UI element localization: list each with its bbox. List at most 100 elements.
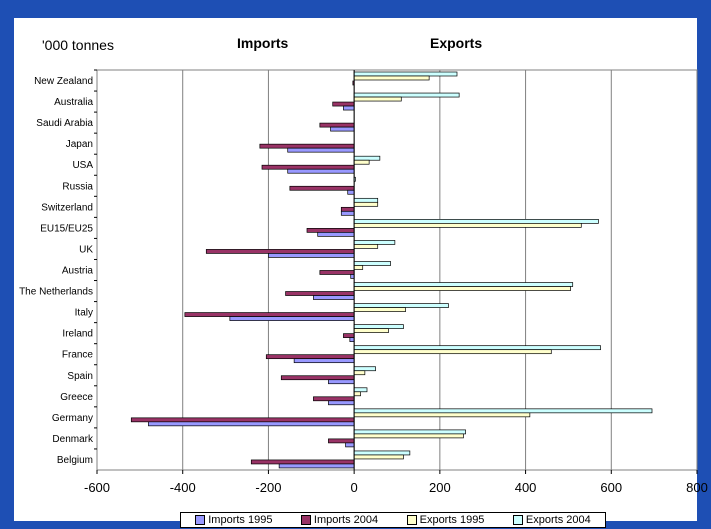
- bar-imports-1995: [287, 168, 355, 174]
- bar-exports-2004: [353, 324, 404, 329]
- category-label: Austria: [62, 266, 94, 277]
- category-label: Italy: [75, 308, 93, 319]
- x-tick-label: -200: [255, 480, 281, 495]
- category-label: Australia: [54, 97, 93, 108]
- category-label: Denmark: [52, 434, 94, 445]
- bar-exports-1995: [353, 265, 364, 270]
- exports-heading: Exports: [430, 35, 483, 51]
- category-label: Belgium: [57, 455, 93, 466]
- x-tick-label: -600: [84, 480, 110, 495]
- bar-imports-2004: [306, 228, 355, 233]
- category-label: UK: [79, 244, 93, 255]
- legend-label-exports-2004: Exports 2004: [525, 514, 591, 526]
- category-label: France: [62, 350, 94, 361]
- bar-imports-1995: [287, 147, 355, 153]
- x-tick-label: 0: [351, 480, 358, 495]
- bar-exports-1995: [353, 328, 389, 333]
- bar-imports-2004: [184, 312, 355, 317]
- bar-exports-1995: [353, 159, 370, 165]
- category-label: New Zealand: [34, 76, 93, 87]
- plot-border: [96, 69, 698, 471]
- bar-exports-2004: [353, 366, 376, 372]
- x-tick-label: 800: [686, 480, 708, 495]
- imports-heading: Imports: [237, 35, 289, 51]
- bar-imports-1995: [317, 232, 355, 237]
- bar-imports-2004: [285, 291, 355, 296]
- category-label: Spain: [67, 371, 93, 382]
- bar-imports-2004: [319, 122, 355, 128]
- legend-label-imports-1995: Imports 1995: [208, 514, 273, 526]
- bar-exports-2004: [353, 155, 381, 161]
- bar-exports-1995: [353, 244, 379, 249]
- legend-swatch-imports-2004: [300, 515, 311, 525]
- bar-exports-2004: [353, 92, 460, 98]
- bar-exports-2004: [353, 197, 379, 203]
- bar-imports-1995: [278, 463, 355, 469]
- bar-imports-2004: [340, 206, 355, 212]
- bar-imports-2004: [319, 270, 355, 275]
- legend-item-imports-1995: Imports 1995: [195, 514, 272, 526]
- category-label: Japan: [66, 139, 93, 150]
- bar-imports-1995: [148, 421, 355, 427]
- bar-exports-1995: [353, 433, 464, 439]
- bar-imports-2004: [259, 143, 355, 149]
- bar-exports-2004: [353, 408, 653, 414]
- bar-imports-2004: [250, 459, 355, 465]
- bar-imports-1995: [330, 126, 355, 132]
- bar-imports-1995: [343, 105, 355, 111]
- category-label: Saudi Arabia: [36, 118, 93, 129]
- bar-imports-2004: [343, 333, 355, 338]
- bar-exports-1995: [353, 391, 361, 397]
- legend: Imports 1995 Imports 2004 Exports 1995 E…: [180, 512, 606, 528]
- bar-exports-1995: [353, 75, 430, 81]
- x-tick-label: 200: [429, 480, 451, 495]
- bar-imports-1995: [229, 316, 355, 321]
- category-label: USA: [72, 160, 93, 171]
- bar-exports-1995: [353, 349, 552, 355]
- legend-label-imports-2004: Imports 2004: [313, 514, 379, 526]
- bar-imports-1995: [340, 210, 355, 216]
- bar-imports-1995: [328, 400, 355, 406]
- bar-exports-2004: [353, 282, 574, 287]
- category-label: The Netherlands: [19, 287, 93, 298]
- category-label: Switzerland: [41, 202, 93, 213]
- bar-exports-1995: [353, 370, 366, 376]
- legend-item-imports-2004: Imports 2004: [300, 514, 379, 526]
- category-label: EU15/EU25: [40, 223, 93, 234]
- bar-exports-2004: [353, 219, 599, 224]
- legend-swatch-exports-2004: [512, 515, 523, 525]
- legend-swatch-exports-1995: [406, 515, 417, 525]
- bar-exports-1995: [353, 412, 531, 418]
- bar-exports-2004: [353, 303, 449, 308]
- bar-exports-1995: [353, 307, 406, 312]
- bar-imports-2004: [289, 185, 355, 191]
- legend-item-exports-2004: Exports 2004: [512, 514, 591, 526]
- category-label: Ireland: [62, 329, 93, 340]
- bar-exports-2004: [353, 450, 411, 456]
- legend-swatch-imports-1995: [195, 515, 206, 525]
- bar-exports-1995: [353, 223, 582, 228]
- x-tick-label: 600: [600, 480, 622, 495]
- bar-exports-2004: [353, 345, 601, 351]
- bar-exports-2004: [353, 429, 466, 435]
- bar-imports-2004: [130, 417, 355, 423]
- bar-imports-1995: [349, 337, 355, 342]
- bar-imports-1995: [293, 358, 355, 364]
- category-label: Russia: [62, 181, 93, 192]
- bar-exports-2004: [353, 240, 396, 245]
- bar-imports-2004: [332, 101, 355, 107]
- x-tick-label: 400: [515, 480, 537, 495]
- bar-exports-2004: [353, 387, 368, 393]
- bar-imports-1995: [345, 442, 355, 448]
- bar-imports-1995: [350, 274, 355, 279]
- bar-exports-1995: [353, 286, 571, 291]
- unit-label: '000 tonnes: [42, 37, 114, 53]
- bar-imports-1995: [347, 189, 355, 195]
- bar-imports-1995: [313, 295, 355, 300]
- bar-imports-1995: [268, 253, 355, 258]
- bar-exports-1995: [353, 201, 379, 207]
- bar-imports-2004: [313, 396, 355, 402]
- bar-imports-2004: [261, 164, 355, 170]
